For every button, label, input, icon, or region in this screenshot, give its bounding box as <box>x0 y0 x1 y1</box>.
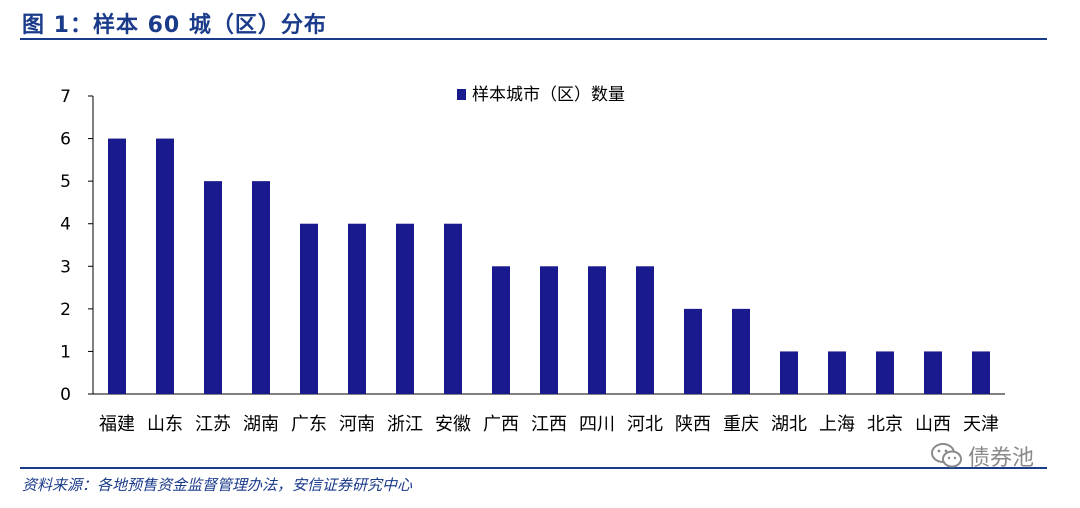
x-category-label: 河南 <box>339 414 375 435</box>
bar <box>300 223 318 394</box>
x-category-label: 天津 <box>963 414 999 435</box>
y-tick-label: 5 <box>60 172 71 192</box>
legend-swatch <box>457 89 466 100</box>
y-axis-ticks: 0 1 2 3 4 5 6 7 <box>60 87 93 405</box>
bar <box>396 223 414 394</box>
bar <box>924 351 942 394</box>
bar <box>540 266 558 394</box>
bar <box>828 351 846 394</box>
x-category-label: 江西 <box>531 414 567 435</box>
bar <box>348 223 366 394</box>
watermark-text: 债券池 <box>968 446 1035 471</box>
bar <box>204 181 222 394</box>
bar <box>972 351 990 394</box>
y-tick-label: 1 <box>60 342 71 362</box>
x-category-label: 北京 <box>867 414 903 435</box>
x-axis-labels: 福建 山东 江苏 湖南 广东 河南 浙江 安徽 广西 江西 四川 河北 陕西 重庆 湖北 上海 北京 山西 天津 <box>99 414 999 435</box>
bar <box>780 351 798 394</box>
x-category-label: 四川 <box>579 414 615 435</box>
bar-chart: 0 1 2 3 4 5 6 7 福建 山东 江苏 湖南 广东 河南 浙江 安徽 广西 江西 四川 河北 陕西 重庆 湖北上… <box>60 85 1005 435</box>
x-category-label: 浙江 <box>387 414 423 435</box>
chart-legend: 样本城市（区）数量 <box>457 85 625 105</box>
x-category-label: 山东 <box>147 414 183 435</box>
y-tick-label: 4 <box>60 215 71 235</box>
bar <box>444 223 462 394</box>
y-tick-label: 6 <box>60 130 71 150</box>
x-category-label: 广西 <box>483 414 519 435</box>
y-tick-label: 0 <box>60 385 71 405</box>
x-category-label: 陕西 <box>675 414 711 435</box>
bar <box>588 266 606 394</box>
footer-rule <box>20 467 1047 469</box>
bar <box>252 181 270 394</box>
title-rule <box>20 38 1047 40</box>
x-category-label: 山西 <box>915 414 951 435</box>
x-category-label: 湖南 <box>243 414 279 435</box>
y-tick-label: 3 <box>60 257 71 277</box>
x-category-label: 湖北 <box>771 414 807 435</box>
x-category-label: 福建 <box>99 414 135 435</box>
wechat-icon <box>931 443 962 468</box>
x-category-label: 安徽 <box>435 414 471 435</box>
bar <box>876 351 894 394</box>
bar <box>636 266 654 394</box>
x-category-label: 重庆 <box>723 414 759 435</box>
x-category-label: 江苏 <box>195 414 231 435</box>
x-category-label: 河北 <box>627 414 663 435</box>
x-category-label: 广东 <box>291 414 327 435</box>
source-note: 资料来源：各地预售资金监督管理办法，安信证券研究中心 <box>22 476 413 494</box>
watermark: 债券池 <box>930 440 1034 472</box>
bar-series <box>108 138 990 394</box>
bar <box>156 138 174 394</box>
y-tick-label: 7 <box>60 87 71 107</box>
bar <box>108 138 126 394</box>
figure-title: 图 1：样本 60 城（区）分布 <box>22 13 327 38</box>
bar <box>492 266 510 394</box>
bar <box>732 308 750 394</box>
legend-label: 样本城市（区）数量 <box>472 85 625 105</box>
x-category-label: 上海 <box>819 414 855 435</box>
y-tick-label: 2 <box>60 300 71 320</box>
bar <box>684 308 702 394</box>
